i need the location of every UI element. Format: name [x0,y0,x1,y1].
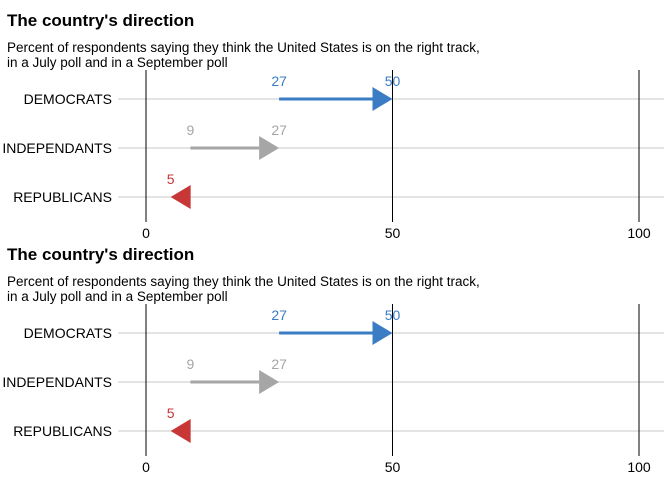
chart-subtitle-line: Percent of respondents saying they think… [7,40,480,55]
september-value-label: 27 [271,122,287,138]
chart-title: The country's direction [7,245,195,264]
x-tick-label: 0 [142,225,150,241]
chart-panel-2: The country's direction Percent of respo… [0,234,672,475]
x-tick-label: 50 [385,459,401,475]
x-tick-label: 100 [627,459,651,475]
category-label: DEMOCRATS [24,91,112,107]
category-label: DEMOCRATS [24,325,112,341]
arrow-head [170,419,191,443]
september-value-label: 5 [167,405,175,421]
july-value-label: 27 [271,73,287,89]
x-tick-label: 0 [142,459,150,475]
chart-subtitle: Percent of respondents saying they think… [7,40,607,70]
september-value-label: 50 [385,307,401,323]
category-label: REPUBLICANS [13,423,112,439]
chart-panel-1: The country's direction Percent of respo… [0,0,672,241]
chart-subtitle-line: in a July poll and in a September poll [7,55,228,70]
chart-subtitle-line: Percent of respondents saying they think… [7,274,480,289]
september-value-label: 27 [271,356,287,372]
x-tick-label: 50 [385,225,401,241]
july-value-label: 9 [186,122,194,138]
arrow-chart: DEMOCRATS INDEPENDANTS REPUBLICANS 0 50 100 27… [2,304,664,475]
chart-title: The country's direction [7,11,195,30]
arrow-head [372,87,393,111]
september-value-label: 5 [167,171,175,187]
chart-subtitle-line: in a July poll and in a September poll [7,289,228,304]
arrow-head [170,185,191,209]
july-value-label: 9 [186,356,194,372]
arrow-head [259,370,280,394]
category-label: INDEPENDANTS [2,374,112,390]
arrow-head [259,136,280,160]
july-value-label: 27 [271,307,287,323]
chart-subtitle: Percent of respondents saying they think… [7,274,607,304]
category-label: INDEPENDANTS [2,140,112,156]
arrow-head [372,321,393,345]
september-value-label: 50 [385,73,401,89]
x-tick-label: 100 [627,225,651,241]
arrow-chart: DEMOCRATS INDEPENDANTS REPUBLICANS 0 50 100 27… [2,70,664,241]
category-label: REPUBLICANS [13,189,112,205]
